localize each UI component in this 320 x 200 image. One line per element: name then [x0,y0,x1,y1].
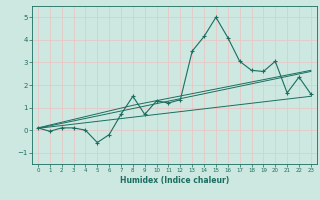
X-axis label: Humidex (Indice chaleur): Humidex (Indice chaleur) [120,176,229,185]
